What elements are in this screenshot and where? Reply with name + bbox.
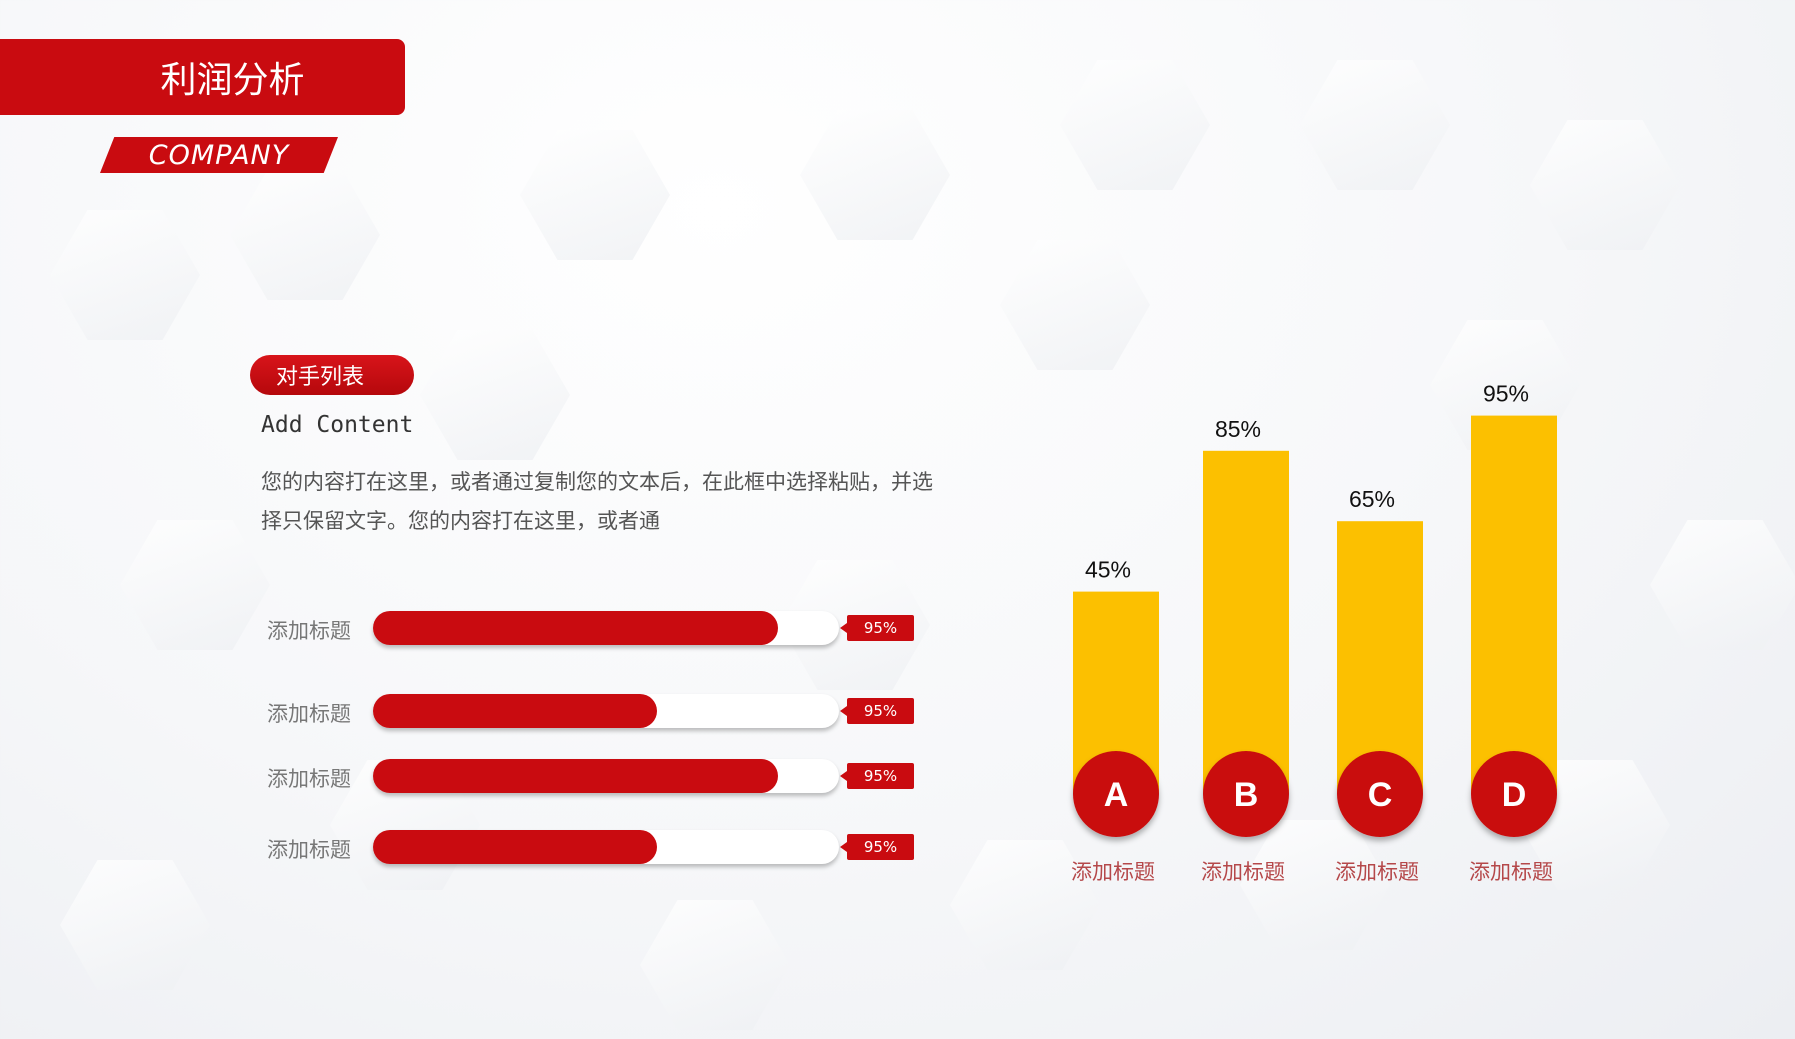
category-label: 添加标题 <box>1335 860 1419 884</box>
category-label: 添加标题 <box>1201 860 1285 884</box>
category-letter: A <box>1104 776 1129 814</box>
category-letter: D <box>1502 776 1527 814</box>
category-letter: C <box>1368 776 1393 814</box>
progress-track <box>373 830 839 864</box>
progress-row: 添加标题 95% <box>267 759 927 793</box>
background-hexagon <box>1530 120 1680 250</box>
category-label: 添加标题 <box>1469 860 1553 884</box>
value-label: 95% <box>1483 381 1529 407</box>
progress-fill <box>373 694 658 728</box>
category-circle <box>1073 751 1159 837</box>
value-label: 65% <box>1349 486 1395 512</box>
progress-badge: 95% <box>840 698 914 724</box>
value-label: 85% <box>1215 416 1261 442</box>
progress-row: 添加标题 95% <box>267 694 927 728</box>
section-paragraph: 您的内容打在这里，或者通过复制您的文本后，在此框中选择粘贴，并选择只保留文字。您… <box>261 470 933 533</box>
section-pill: 对手列表 <box>250 355 414 395</box>
background-hexagon <box>1240 820 1390 950</box>
category-circle <box>1203 751 1289 837</box>
background-hexagon <box>950 840 1100 970</box>
bar-C <box>1337 521 1423 794</box>
bar-B <box>1203 450 1289 794</box>
section-heading: Add Content <box>261 412 414 438</box>
progress-row: 添加标题 95% <box>267 611 927 645</box>
progress-fill <box>373 830 658 864</box>
category-circle <box>1337 751 1423 837</box>
company-label: COMPANY <box>148 139 290 171</box>
progress-track <box>373 611 839 645</box>
page-title: 利润分析 <box>160 60 305 101</box>
background-hexagon <box>60 860 210 990</box>
progress-track <box>373 694 839 728</box>
background-hexagon <box>800 110 950 240</box>
progress-label: 添加标题 <box>267 767 351 791</box>
progress-badge: 95% <box>840 615 914 641</box>
background-hexagon <box>120 520 270 650</box>
progress-fill <box>373 611 779 645</box>
background-hexagon <box>640 900 790 1030</box>
category-letter: B <box>1234 776 1259 814</box>
category-circle <box>1471 751 1557 837</box>
company-tag: COMPANY <box>100 137 338 173</box>
progress-label: 添加标题 <box>267 702 351 726</box>
category-label: 添加标题 <box>1071 860 1155 884</box>
progress-label: 添加标题 <box>267 619 351 643</box>
progress-fill <box>373 759 779 793</box>
progress-row: 添加标题 95% <box>267 830 927 864</box>
progress-badge: 95% <box>840 763 914 789</box>
section-pill-label: 对手列表 <box>276 365 365 390</box>
progress-badge: 95% <box>840 834 914 860</box>
title-banner: 利润分析 <box>0 39 405 115</box>
background-hexagon <box>520 130 670 260</box>
value-label: 45% <box>1085 557 1131 583</box>
progress-track <box>373 759 839 793</box>
progress-label: 添加标题 <box>267 838 351 862</box>
bar-D <box>1471 415 1557 794</box>
